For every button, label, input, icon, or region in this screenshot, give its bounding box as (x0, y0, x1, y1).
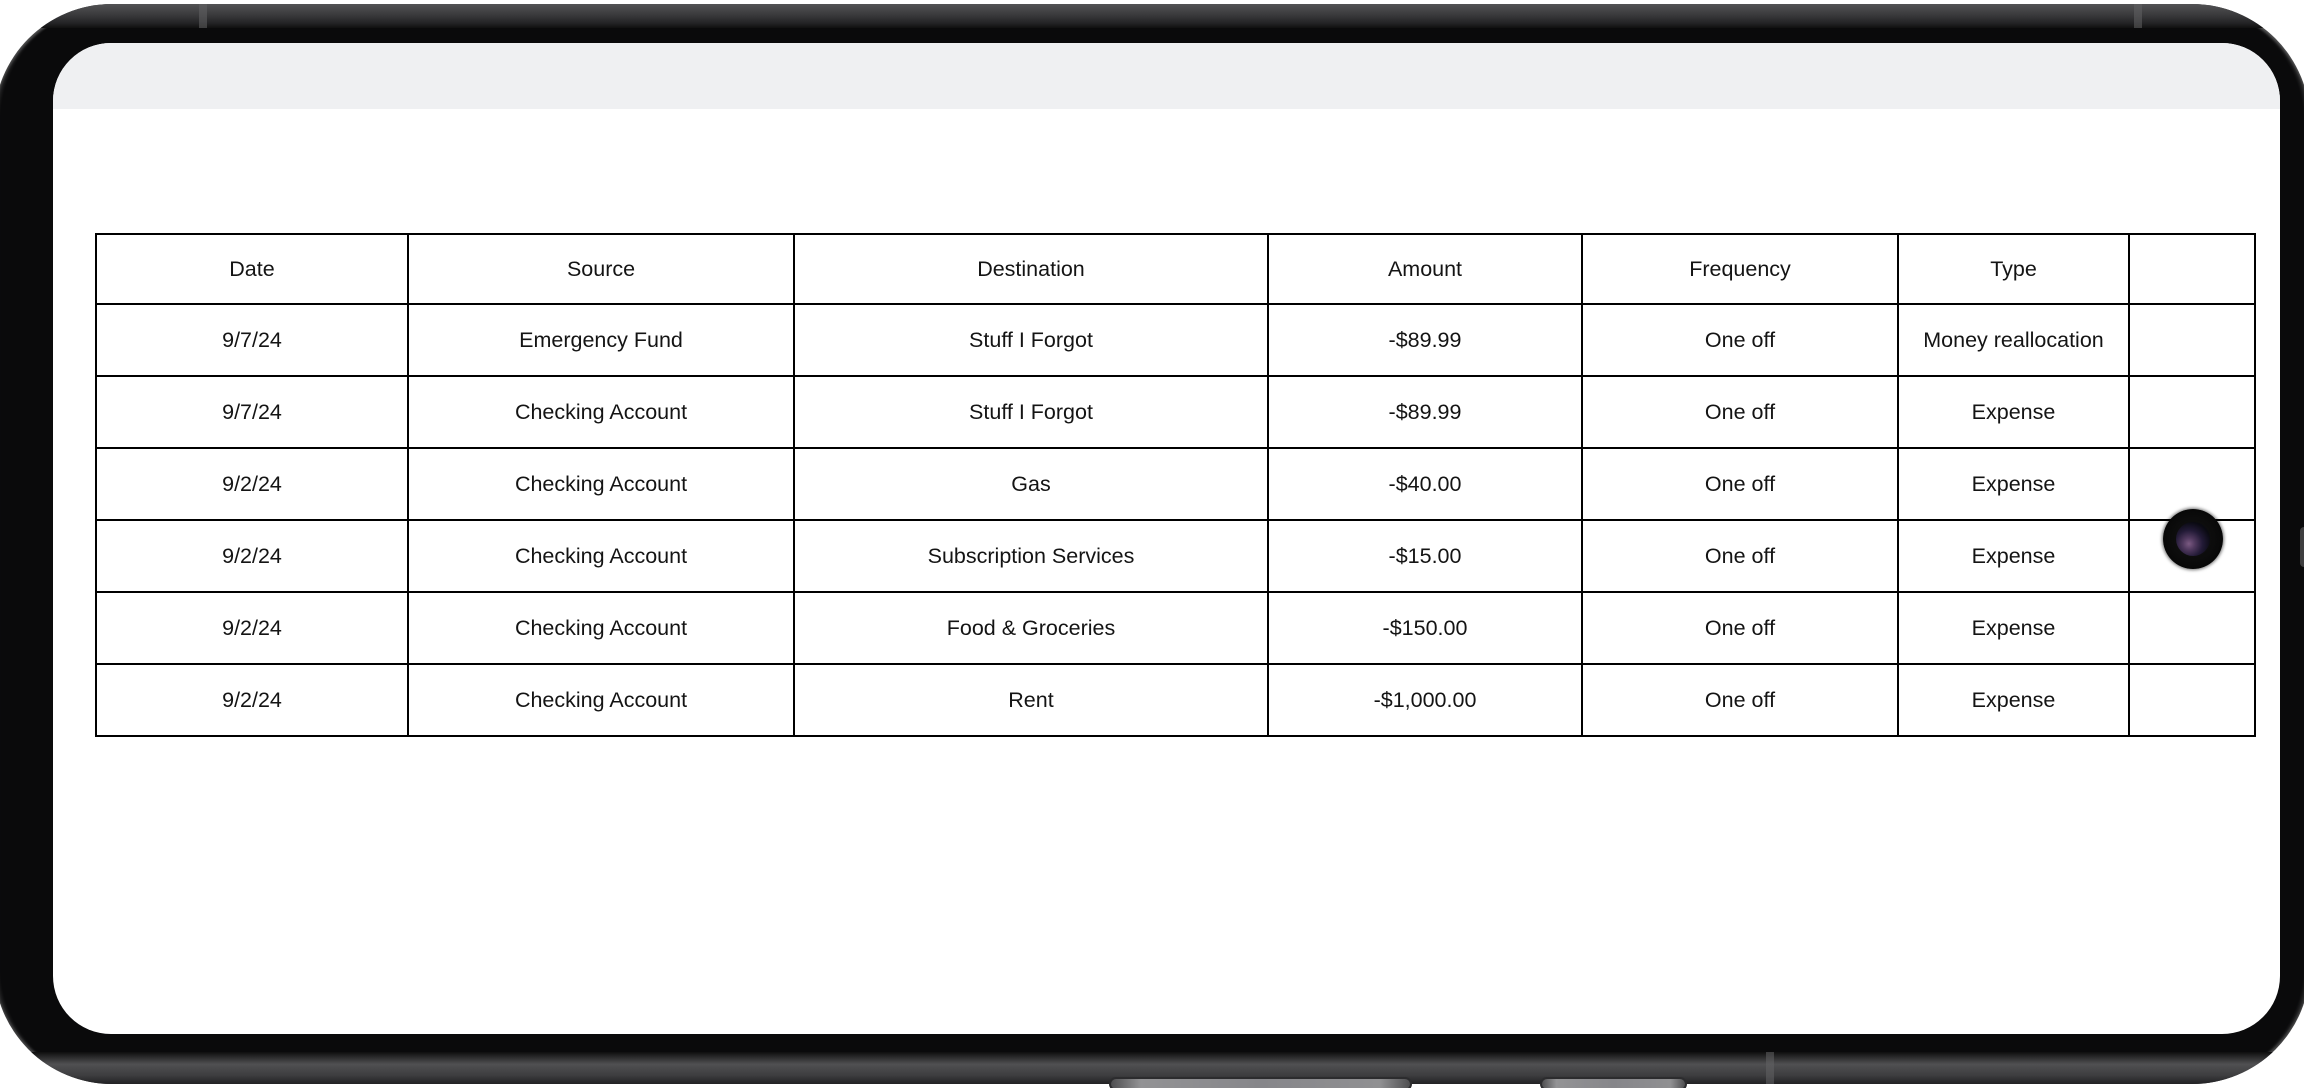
phone-frame-top-edge (0, 4, 2304, 28)
table-cell (2128, 303, 2256, 377)
table-cell (2128, 663, 2256, 737)
antenna-line (199, 4, 207, 28)
table-cell: -$40.00 (1267, 447, 1583, 521)
table-row: 9/7/24 Checking Account Stuff I Forgot -$89… (95, 375, 2256, 449)
table-cell: -$1,000.00 (1267, 663, 1583, 737)
antenna-line (2134, 4, 2142, 28)
table-cell: Rent (793, 663, 1269, 737)
table-cell: Expense (1897, 663, 2130, 737)
table-row: 9/2/24 Checking Account Food & Groceries -$… (95, 591, 2256, 665)
table-header-cell: Destination (793, 233, 1269, 305)
screen: Date Source Destination Amount Frequency Type… (53, 43, 2280, 1034)
table-cell: 9/2/24 (95, 519, 409, 593)
table-cell: -$89.99 (1267, 303, 1583, 377)
table-header-cell (2128, 233, 2256, 305)
table-row: 9/2/24 Checking Account Gas -$40.00 One off E… (95, 447, 2256, 521)
table-cell: 9/7/24 (95, 303, 409, 377)
table-cell: Money reallocation (1897, 303, 2130, 377)
table-cell (2128, 375, 2256, 449)
table-cell: 9/2/24 (95, 591, 409, 665)
table-row: 9/2/24 Checking Account Rent -$1,000.00 One … (95, 663, 2256, 737)
table-cell: Checking Account (407, 591, 795, 665)
table-row: 9/2/24 Checking Account Subscription Servi… (95, 519, 2256, 593)
table-cell: Expense (1897, 447, 2130, 521)
camera-lens-icon (2176, 522, 2210, 556)
table-header-cell: Date (95, 233, 409, 305)
table-header-cell: Source (407, 233, 795, 305)
table-cell: One off (1581, 447, 1899, 521)
power-button[interactable] (1540, 1077, 1687, 1088)
antenna-line (1766, 1052, 1774, 1084)
table-cell: Stuff I Forgot (793, 375, 1269, 449)
transactions-table: Date Source Destination Amount Frequency Type… (95, 233, 2256, 737)
table-header-cell: Type (1897, 233, 2130, 305)
table-cell: -$150.00 (1267, 591, 1583, 665)
table-cell: Expense (1897, 591, 2130, 665)
table-cell: Checking Account (407, 375, 795, 449)
table-cell (2128, 591, 2256, 665)
table-cell: 9/2/24 (95, 663, 409, 737)
table-header-row: Date Source Destination Amount Frequency Type (95, 233, 2256, 305)
table-cell: One off (1581, 663, 1899, 737)
table-cell: Checking Account (407, 663, 795, 737)
table-cell: One off (1581, 375, 1899, 449)
frame-highlight (2300, 527, 2304, 567)
table-cell: Emergency Fund (407, 303, 795, 377)
table-cell: -$15.00 (1267, 519, 1583, 593)
table-cell: One off (1581, 591, 1899, 665)
front-camera-icon (2163, 509, 2223, 569)
table-cell: One off (1581, 519, 1899, 593)
volume-button[interactable] (1109, 1077, 1412, 1088)
table-cell: Stuff I Forgot (793, 303, 1269, 377)
table-cell: Gas (793, 447, 1269, 521)
status-bar (53, 43, 2280, 109)
table-header-cell: Amount (1267, 233, 1583, 305)
table-cell: Checking Account (407, 447, 795, 521)
table-cell: 9/2/24 (95, 447, 409, 521)
table-cell: Expense (1897, 519, 2130, 593)
table-cell: Food & Groceries (793, 591, 1269, 665)
table-cell: 9/7/24 (95, 375, 409, 449)
table-cell: -$89.99 (1267, 375, 1583, 449)
table-cell: One off (1581, 303, 1899, 377)
table-cell: Subscription Services (793, 519, 1269, 593)
table-cell: Checking Account (407, 519, 795, 593)
page-content: Date Source Destination Amount Frequency Type… (95, 233, 2256, 737)
table-header-cell: Frequency (1581, 233, 1899, 305)
table-row: 9/7/24 Emergency Fund Stuff I Forgot -$89.9… (95, 303, 2256, 377)
table-cell: Expense (1897, 375, 2130, 449)
